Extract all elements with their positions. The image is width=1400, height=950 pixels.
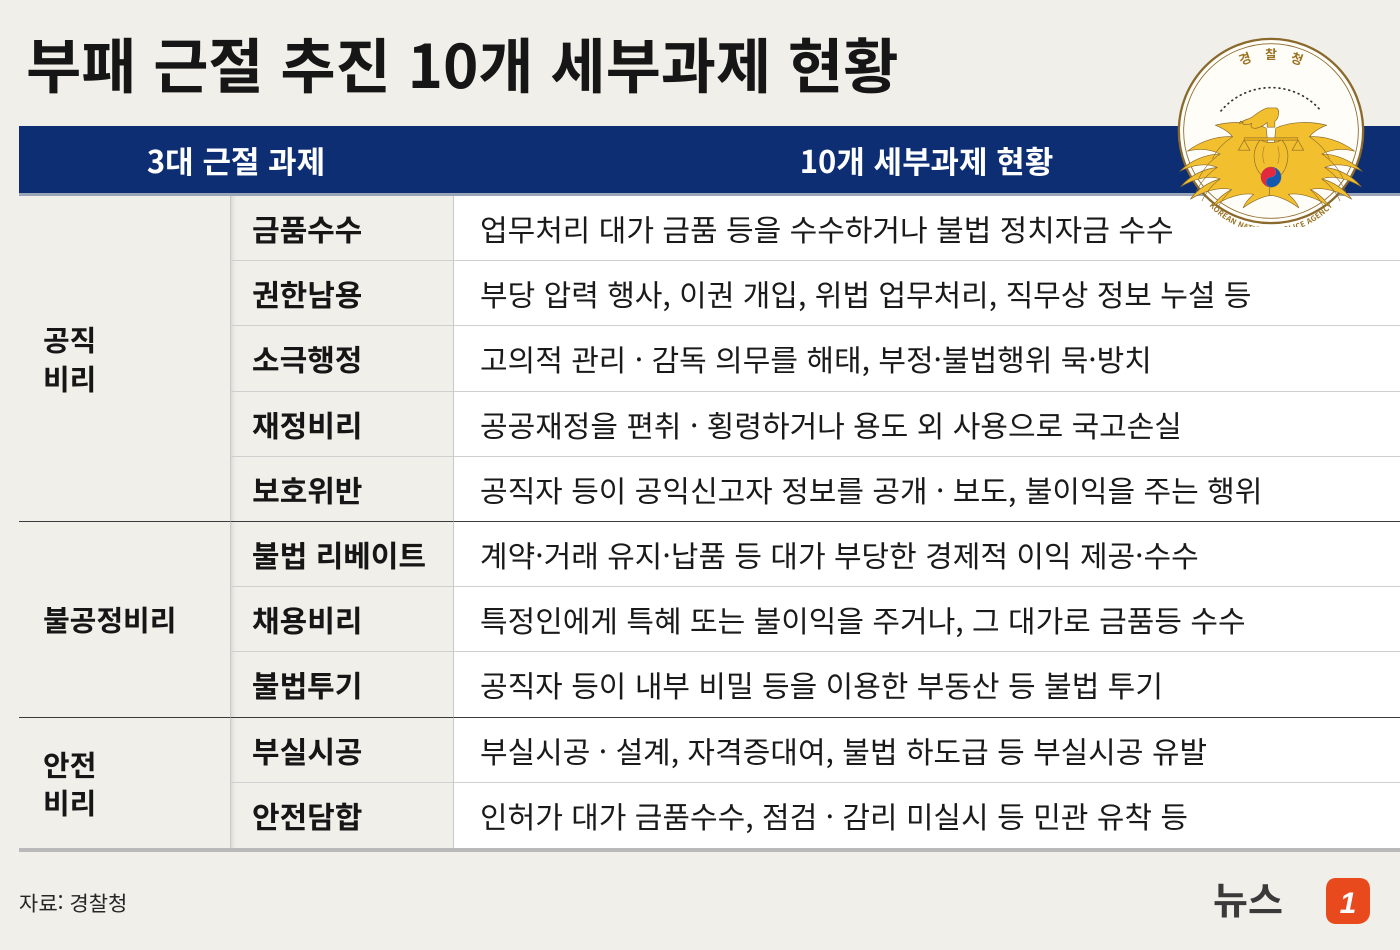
svg-text:뉴스: 뉴스 [1213,876,1283,924]
svg-text:1: 1 [1340,887,1357,920]
